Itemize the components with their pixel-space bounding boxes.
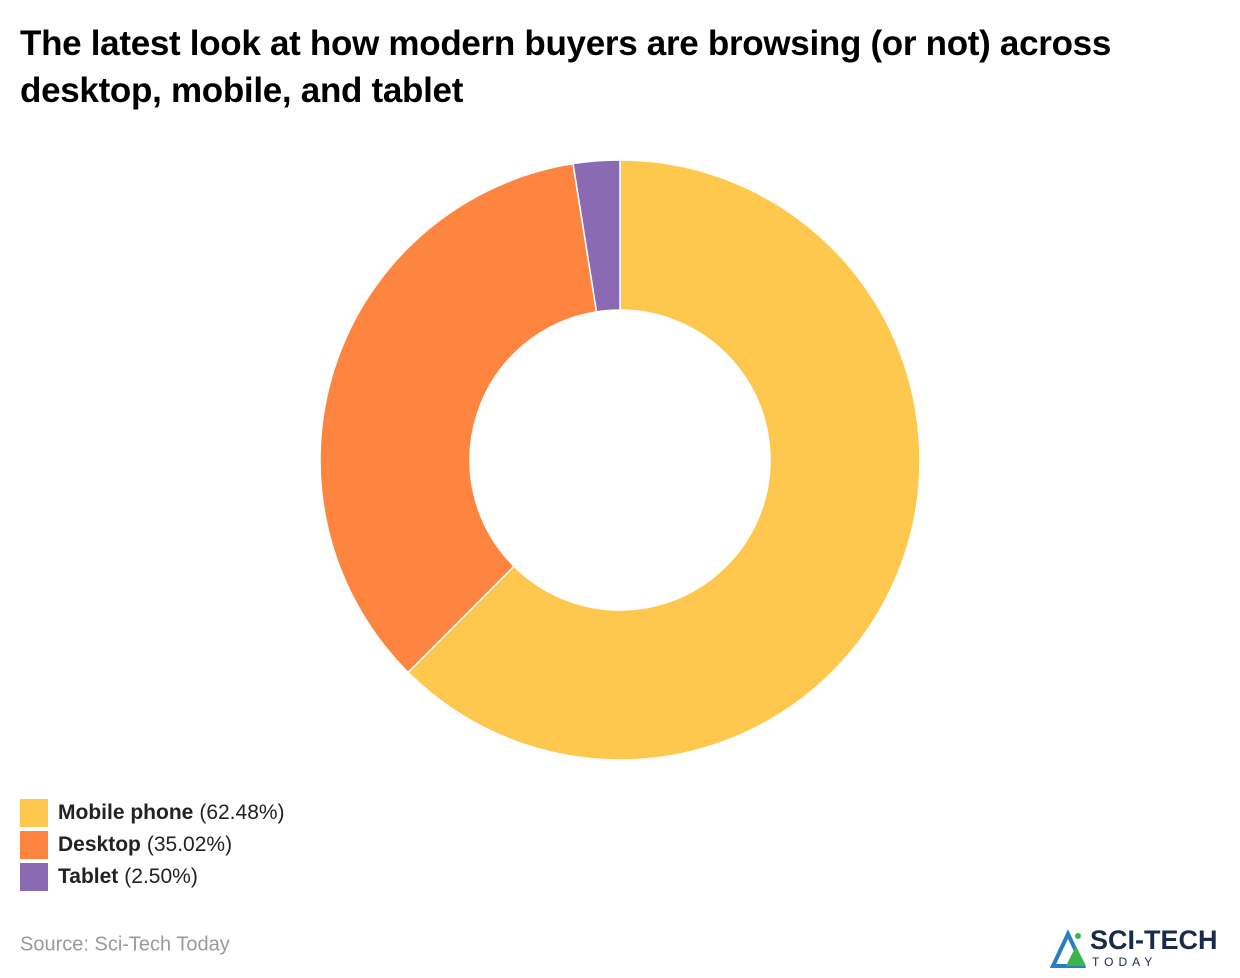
logo-subtitle: TODAY — [1092, 955, 1157, 969]
slice — [572, 159, 621, 313]
chart-title: The latest look at how modern buyers are… — [20, 24, 1111, 110]
legend-swatch — [20, 799, 48, 827]
logo-icon — [1075, 933, 1081, 939]
legend-label: Mobile phone (62.48%) — [58, 801, 285, 824]
logo: SCI-TECH TODAY — [1049, 925, 1218, 969]
slice — [407, 159, 921, 761]
legend-value: (62.48%) — [199, 801, 284, 824]
donut — [319, 159, 921, 761]
logo-icon — [1066, 946, 1086, 966]
logo-title: SCI-TECH — [1090, 925, 1218, 955]
legend-label: Tablet (2.50%) — [58, 865, 198, 888]
legend-value: (35.02%) — [147, 833, 232, 856]
legend-swatch — [20, 863, 48, 891]
legend: Mobile phone (62.48%) Desktop (35.02%) Table… — [20, 799, 285, 891]
legend-name: Tablet — [58, 865, 118, 888]
legend-label: Desktop (35.02%) — [58, 833, 232, 856]
legend-name: Desktop — [58, 833, 141, 856]
source: Source: Sci-Tech Today — [20, 933, 230, 955]
legend-name: Mobile phone — [58, 801, 193, 824]
legend-swatch — [20, 831, 48, 859]
legend-value: (2.50%) — [124, 865, 198, 888]
slice — [319, 162, 598, 674]
